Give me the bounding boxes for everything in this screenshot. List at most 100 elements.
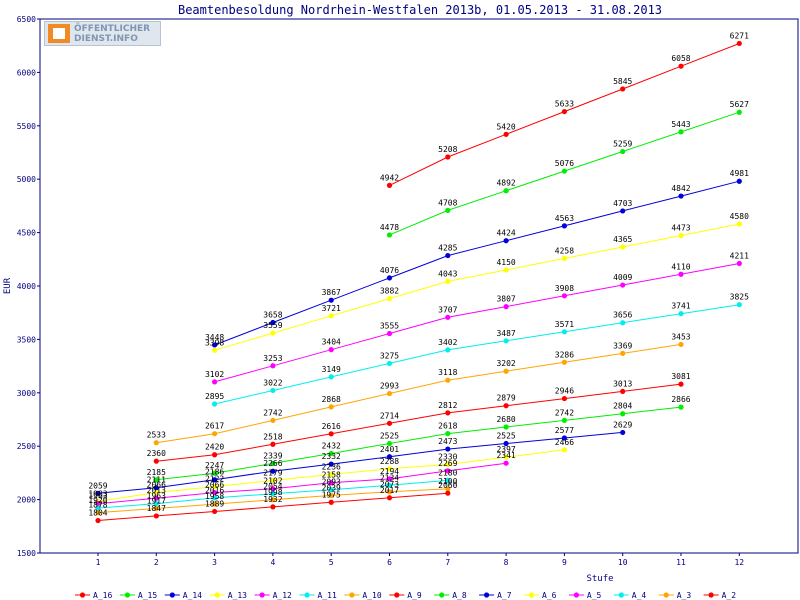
legend-marker-A_11 (304, 592, 310, 598)
data-label-A_11: 3741 (671, 302, 690, 311)
data-label-A_6: 2466 (555, 438, 574, 447)
data-point-A_8 (620, 411, 626, 417)
data-label-A_14: 4076 (380, 266, 399, 275)
data-point-A_13 (620, 244, 626, 250)
data-label-A_10: 3369 (613, 341, 632, 350)
data-point-A_9 (270, 441, 276, 447)
data-label-A_15: 4708 (438, 198, 457, 207)
data-label-A_2: 1932 (263, 495, 282, 504)
data-point-A_4 (212, 495, 218, 501)
legend: A_16 A_15 A_14 A_13 A_12 A_11 A_10 A_9 A_8 A_7 A_6… (75, 591, 736, 600)
data-label-A_11: 3149 (322, 365, 341, 374)
data-point-A_11 (503, 338, 509, 344)
legend-label-A_16: A_16 (93, 591, 112, 600)
y-tick-label: 1500 (17, 549, 36, 558)
data-label-A_8: 2804 (613, 402, 632, 411)
legend-label-A_2: A_2 (722, 591, 737, 600)
data-point-A_6 (386, 466, 393, 472)
data-point-A_14 (212, 342, 218, 348)
data-label-A_14: 4285 (438, 244, 457, 253)
data-point-A_10 (620, 350, 626, 356)
data-point-A_16 (736, 40, 742, 47)
y-tick-label: 2000 (17, 496, 36, 505)
x-tick-label: 9 (562, 558, 567, 567)
data-point-A_3 (95, 510, 101, 516)
data-point-A_2 (328, 499, 334, 505)
data-point-A_2 (270, 504, 276, 510)
data-label-A_15: 5259 (613, 140, 632, 149)
data-label-A_11: 3275 (380, 351, 399, 360)
data-label-A_14: 4981 (730, 169, 749, 178)
data-point-A_10 (445, 377, 451, 383)
data-point-A_9 (561, 395, 568, 402)
data-point-A_4 (270, 491, 276, 497)
data-point-A_7 (561, 435, 568, 441)
y-tick-label: 6000 (17, 68, 36, 77)
data-label-A_14: 4563 (555, 214, 574, 223)
data-point-A_7 (445, 446, 451, 452)
data-label-A_12: 3253 (263, 354, 282, 363)
data-label-A_15: 4478 (380, 223, 399, 232)
data-label-A_6: 2330 (438, 452, 457, 461)
data-label-A_14: 3658 (263, 311, 282, 320)
data-label-A_3: 1878 (88, 501, 107, 510)
data-point-A_15 (620, 148, 626, 155)
data-label-A_2: 1847 (147, 504, 166, 513)
legend-marker-A_4 (618, 592, 624, 598)
data-point-A_12 (561, 293, 568, 299)
data-label-A_7: 2577 (555, 426, 574, 435)
data-label-A_14: 3867 (322, 288, 341, 297)
data-label-A_5: 2066 (205, 481, 224, 490)
data-label-A_9: 2714 (380, 411, 399, 420)
data-label-A_10: 2533 (147, 431, 166, 440)
data-point-A_5 (445, 468, 451, 474)
data-point-A_11 (561, 329, 568, 335)
series-line-A_7 (97, 431, 623, 494)
data-point-A_4 (95, 505, 101, 511)
logo-icon (48, 24, 70, 43)
data-label-A_3: 1917 (147, 496, 166, 505)
data-point-A_3 (212, 501, 218, 507)
data-label-A_16: 5633 (555, 100, 574, 109)
data-label-A_12: 3707 (438, 305, 457, 314)
data-label-A_4: 2180 (438, 468, 457, 477)
data-point-A_13 (736, 221, 742, 227)
data-point-A_8 (503, 424, 509, 430)
data-point-A_13 (561, 255, 568, 262)
data-label-A_10: 3202 (496, 359, 515, 368)
data-point-A_12 (445, 314, 451, 320)
data-point-A_2 (386, 495, 393, 501)
data-label-A_12: 3404 (322, 338, 341, 347)
data-point-A_3 (328, 492, 334, 499)
data-point-A_8 (678, 404, 684, 410)
data-label-A_10: 2868 (322, 395, 341, 404)
data-point-A_11 (620, 320, 626, 326)
data-point-A_9 (328, 431, 334, 437)
data-label-A_5: 2102 (263, 477, 282, 486)
data-label-A_7: 2186 (205, 468, 224, 477)
data-point-A_12 (736, 260, 742, 267)
y-tick-label: 3500 (17, 335, 36, 344)
data-point-A_11 (736, 302, 742, 308)
data-label-A_10: 3286 (555, 350, 574, 359)
legend-marker-A_8 (439, 592, 445, 598)
series-line-A_14 (214, 180, 740, 346)
data-point-A_16 (678, 63, 684, 69)
data-point-A_4 (445, 477, 451, 483)
data-point-A_16 (445, 154, 451, 160)
data-label-A_7: 2059 (88, 481, 107, 490)
data-point-A_14 (328, 297, 334, 303)
y-tick-label: 2500 (17, 442, 36, 451)
data-label-A_6: 2236 (322, 462, 341, 471)
data-point-A_11 (212, 401, 218, 407)
data-point-A_10 (270, 417, 276, 423)
data-point-A_12 (328, 347, 334, 353)
data-point-A_10 (328, 404, 334, 410)
data-point-A_14 (620, 208, 626, 214)
data-point-A_5 (153, 495, 159, 501)
legend-label-A_8: A_8 (452, 591, 467, 600)
data-label-A_13: 4365 (613, 235, 632, 244)
data-point-A_16 (620, 86, 626, 92)
data-label-A_4: 2054 (263, 482, 282, 491)
data-point-A_10 (386, 390, 393, 397)
